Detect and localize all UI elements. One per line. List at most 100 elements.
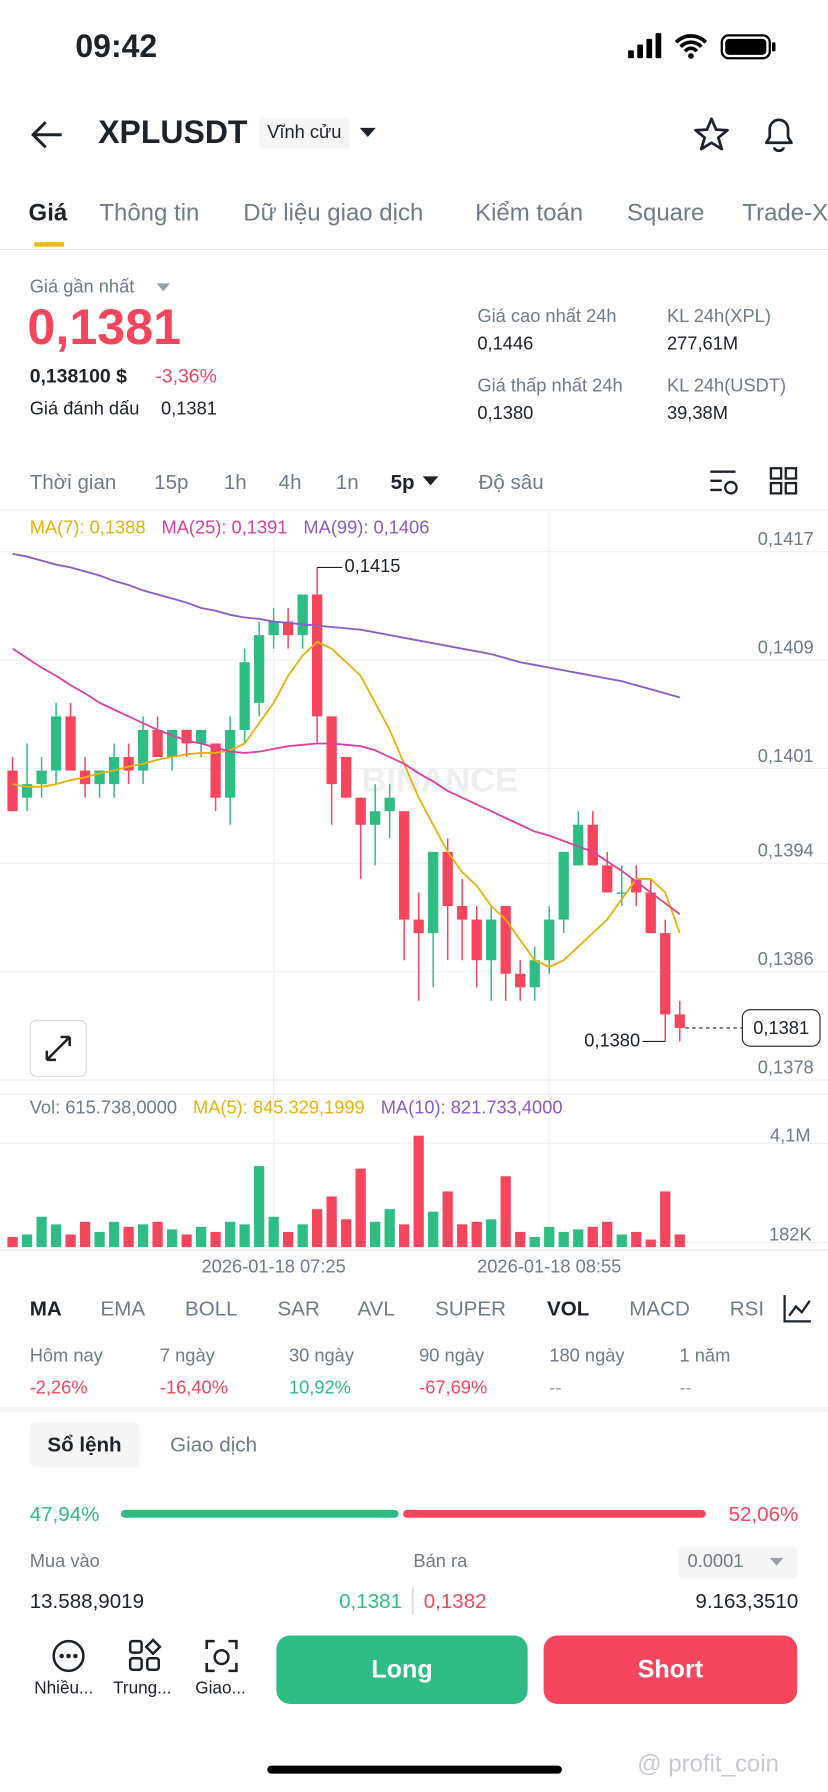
volume-bar: [312, 1209, 323, 1248]
candle-body: [515, 973, 526, 988]
volume-bar: [108, 1221, 120, 1248]
volume-bar: [573, 1229, 584, 1248]
layout-icon[interactable]: [769, 466, 799, 496]
candle-body: [224, 729, 236, 798]
volume-tick-label: 4,1M: [770, 1124, 811, 1145]
stat-label: Giá cao nhất 24h: [477, 307, 617, 327]
indicator[interactable]: BOLL: [185, 1297, 238, 1321]
indicator-settings-icon[interactable]: [781, 1293, 813, 1325]
indicator[interactable]: SAR: [277, 1297, 320, 1321]
volume-legend: Vol: 615.738,0000 MA(5): 845.329,1999 MA(1…: [29, 1098, 563, 1119]
indicator[interactable]: VOL: [547, 1297, 590, 1321]
tab[interactable]: Dữ liệu giao dịch: [243, 199, 424, 227]
bottom-label[interactable]: Nhiều...: [34, 1678, 94, 1699]
ma-line: [12, 647, 681, 915]
interval[interactable]: Thời gian: [29, 470, 117, 494]
last-price-label: Giá gần nhất: [29, 277, 135, 297]
interval[interactable]: 1n: [335, 470, 359, 494]
mark-price-label: Giá đánh dấu: [29, 399, 140, 420]
step-selector[interactable]: 0.0001: [678, 1546, 798, 1579]
legend-entry: Vol: 615.738,0000: [29, 1098, 178, 1119]
fullscreen-button[interactable]: [29, 1019, 87, 1077]
y-tick-label: 0,1378: [758, 1056, 814, 1077]
interval[interactable]: Độ sâu: [478, 470, 544, 494]
x-tick-label: 2026-01-18 07:25: [202, 1256, 346, 1277]
volume-bar: [674, 1234, 685, 1248]
volume-bar: [355, 1168, 366, 1248]
volume-bar: [239, 1224, 250, 1248]
tab[interactable]: Giá: [28, 199, 68, 227]
candle-body: [36, 770, 47, 785]
volume-bar: [210, 1231, 221, 1248]
interval[interactable]: 15p: [154, 470, 189, 494]
volume-bar: [36, 1216, 47, 1248]
indicator[interactable]: MACD: [629, 1297, 690, 1321]
orderbook-tab[interactable]: Sổ lệnh: [29, 1421, 140, 1468]
candle-body: [457, 906, 468, 920]
trades-tab[interactable]: Giao dịch: [170, 1433, 258, 1457]
volume-bar: [94, 1231, 105, 1248]
period-value: --: [549, 1378, 562, 1398]
x-tick-label: 2026-01-18 08:55: [477, 1256, 621, 1277]
sell-price: 0,1382: [423, 1589, 487, 1613]
separator: [412, 1587, 414, 1615]
chart-settings-icon[interactable]: [708, 466, 740, 498]
candle-body: [355, 797, 366, 825]
sell-ratio: 52,06%: [728, 1502, 799, 1526]
interval[interactable]: 4h: [278, 470, 302, 494]
volume-bar: [224, 1221, 236, 1248]
symbol[interactable]: XPLUSDT: [98, 114, 248, 150]
indicator[interactable]: RSI: [729, 1297, 765, 1321]
back-button[interactable]: [30, 119, 67, 151]
tab[interactable]: Trade-X: [742, 199, 828, 227]
tab[interactable]: Kiểm toán: [475, 199, 584, 227]
ma-line: [12, 552, 681, 699]
volume-bar: [544, 1226, 555, 1248]
y-tick-label: 0,1394: [758, 840, 814, 861]
volume-bar: [660, 1191, 671, 1248]
tab[interactable]: Thông tin: [99, 199, 200, 227]
volume-bar: [283, 1231, 294, 1248]
usd-price: 0,138100 $: [29, 365, 127, 388]
contract-tag[interactable]: Vĩnh cửu: [259, 118, 350, 149]
volume-bar: [442, 1191, 453, 1248]
candle-body: [152, 729, 163, 758]
watermark: BINANCE: [362, 761, 518, 799]
candle-body: [137, 729, 149, 771]
short-button[interactable]: Short: [543, 1635, 798, 1704]
candle-body: [384, 797, 395, 812]
candle-body: [297, 594, 308, 636]
indicator[interactable]: SUPER: [435, 1297, 506, 1321]
tab[interactable]: Square: [626, 199, 705, 227]
volume-bar: [123, 1226, 134, 1248]
candle-body: [21, 784, 33, 798]
dropdown-caret[interactable]: [359, 127, 377, 138]
bottom-label[interactable]: Trung...: [113, 1678, 172, 1699]
stat-label: Giá thấp nhất 24h: [477, 376, 623, 397]
indicator[interactable]: AVL: [357, 1297, 395, 1321]
stat-value: 0,1446: [477, 334, 534, 355]
y-tick-label: 0,1386: [758, 948, 814, 969]
period-label: 7 ngày: [159, 1346, 215, 1366]
bottom-label[interactable]: Giao...: [195, 1678, 246, 1699]
candle-body: [50, 716, 62, 771]
volume-bar: [166, 1229, 178, 1248]
volume-bar: [471, 1221, 482, 1248]
caret: [156, 283, 171, 292]
indicator[interactable]: MA: [29, 1297, 62, 1321]
stat-value: 277,61M: [666, 334, 739, 355]
candle-body: [341, 757, 352, 798]
notification-bell[interactable]: [759, 114, 798, 153]
center-icon[interactable]: [127, 1638, 164, 1675]
trade-icon[interactable]: [203, 1638, 240, 1675]
last-price-box: [741, 1009, 821, 1047]
volume-bar: [253, 1166, 265, 1248]
favorite-star[interactable]: [692, 115, 731, 152]
long-button[interactable]: Long: [276, 1635, 528, 1704]
interval[interactable]: 1h: [223, 470, 247, 494]
more-icon[interactable]: [50, 1638, 87, 1675]
indicator[interactable]: EMA: [100, 1297, 146, 1321]
legend-entry: MA(99): 0,1406: [303, 518, 430, 538]
interval[interactable]: 5p: [390, 470, 415, 494]
